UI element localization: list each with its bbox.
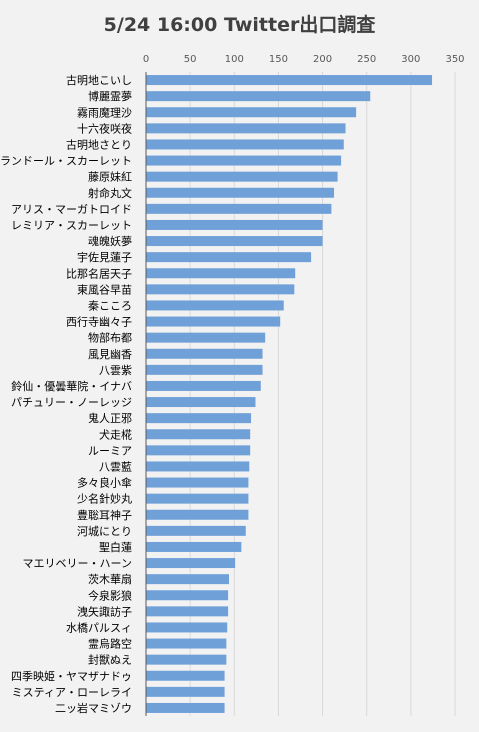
category-label: 洩矢諏訪子	[77, 604, 132, 618]
category-label: フランドール・スカーレット	[0, 155, 132, 168]
bar	[146, 622, 228, 633]
category-label: 封獣ぬえ	[88, 653, 132, 667]
category-label: 秦こころ	[88, 298, 132, 312]
category-label: ミスティア・ローレライ	[12, 686, 132, 699]
category-label: 射命丸文	[88, 186, 132, 200]
category-label: 水橋パルスィ	[66, 620, 132, 634]
category-label: 藤原妹紅	[88, 171, 132, 184]
category-label: 四季映姫・ヤマザナドゥ	[11, 669, 132, 683]
bar	[146, 606, 229, 617]
category-label: 茨木華扇	[88, 572, 132, 586]
x-tick-label: 100	[225, 54, 244, 65]
category-label: 古明地さとり	[66, 138, 132, 151]
x-tick-label: 300	[401, 54, 420, 65]
category-label: 多々良小傘	[77, 476, 132, 490]
category-label: 博麗霊夢	[88, 90, 132, 103]
gridlines	[189, 72, 456, 716]
category-label: ルーミア	[88, 444, 132, 457]
category-label: 霧雨魔理沙	[77, 105, 132, 119]
bar	[146, 187, 335, 198]
category-label: 今泉影狼	[88, 588, 132, 602]
category-label: 魂魄妖夢	[88, 234, 132, 248]
bar	[146, 541, 242, 552]
x-tick-label: 150	[269, 54, 288, 65]
x-axis-ticks: 0 50 100 150 200 250 300 350	[143, 54, 465, 65]
category-label: 風見幽香	[88, 348, 132, 361]
bar	[146, 670, 225, 681]
bar	[146, 429, 251, 440]
category-label: 宇佐見蓮子	[77, 250, 132, 264]
bar	[146, 107, 357, 118]
category-label: 鬼人正邪	[88, 411, 132, 425]
x-tick-label: 50	[184, 54, 197, 65]
category-label: 八雲藍	[99, 460, 132, 473]
bar	[146, 558, 236, 569]
bar	[146, 380, 261, 391]
bar	[146, 686, 225, 697]
category-label: 聖白蓮	[99, 540, 132, 554]
x-tick-label: 350	[445, 54, 464, 65]
category-label: 鈴仙・優曇華院・イナバ	[11, 379, 132, 393]
bar	[146, 139, 344, 150]
bar	[146, 348, 263, 359]
bar	[146, 155, 342, 166]
bar	[146, 574, 229, 585]
bar	[146, 219, 323, 230]
category-label: 物部布都	[88, 331, 132, 345]
bar	[146, 654, 227, 665]
bar	[146, 590, 229, 601]
bar	[146, 477, 249, 488]
category-label: 八雲紫	[99, 364, 132, 377]
bar	[146, 203, 332, 214]
category-label: 犬走椛	[99, 427, 132, 441]
category-label: 二ッ岩マミゾウ	[55, 701, 132, 715]
category-label: 比那名居天子	[66, 266, 132, 280]
bar	[146, 252, 312, 263]
category-label: パチュリー・ノーレッジ	[11, 396, 132, 409]
bar	[146, 300, 284, 311]
bar	[146, 123, 346, 134]
bar	[146, 91, 371, 102]
bar	[146, 445, 251, 456]
bar	[146, 509, 249, 520]
category-labels: 古明地こいし博麗霊夢霧雨魔理沙十六夜咲夜古明地さとりフランドール・スカーレット藤…	[0, 74, 132, 715]
bar	[146, 332, 266, 343]
chart-title: 5/24 16:00 Twitter出口調査	[103, 14, 376, 36]
category-label: アリス・マーガトロイド	[11, 203, 132, 216]
bar	[146, 461, 250, 472]
bar	[146, 316, 281, 327]
bar	[146, 75, 433, 86]
category-label: マエリベリー・ハーン	[23, 557, 132, 570]
bar	[146, 364, 263, 375]
bar	[146, 171, 338, 182]
bar	[146, 493, 249, 504]
category-label: レミリア・スカーレット	[11, 219, 132, 232]
bar	[146, 397, 256, 408]
x-tick-label: 200	[313, 54, 332, 65]
category-label: 河城にとり	[77, 525, 132, 538]
bar	[146, 638, 227, 649]
x-tick-label: 0	[143, 54, 149, 65]
bar	[146, 268, 296, 279]
x-tick-label: 250	[357, 54, 376, 65]
bar	[146, 702, 225, 713]
category-label: 霊烏路空	[88, 637, 132, 651]
category-label: 古明地こいし	[66, 74, 132, 87]
bar	[146, 525, 246, 536]
bars	[146, 75, 433, 713]
category-label: 少名針妙丸	[77, 492, 132, 506]
bar	[146, 413, 252, 424]
category-label: 豊聡耳神子	[77, 508, 132, 522]
category-label: 西行寺幽々子	[66, 316, 132, 329]
bar	[146, 284, 295, 295]
bar	[146, 236, 323, 247]
category-label: 東風谷早苗	[77, 283, 132, 296]
category-label: 十六夜咲夜	[77, 121, 132, 135]
